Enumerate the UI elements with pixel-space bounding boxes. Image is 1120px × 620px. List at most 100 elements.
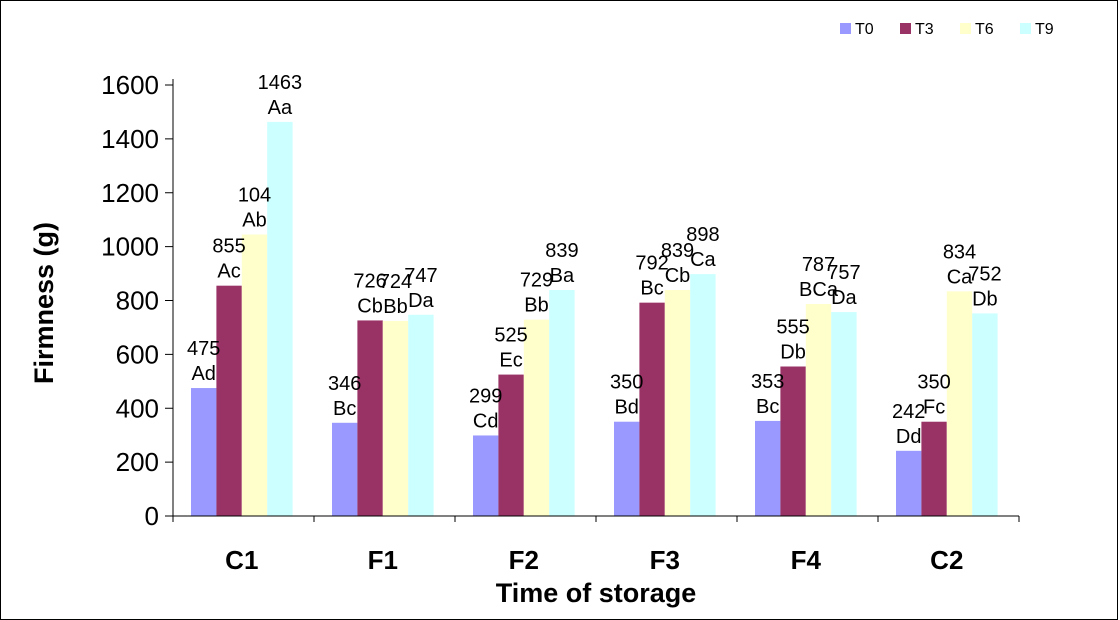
data-label-group: Bb <box>383 296 407 318</box>
bar-t6-c1 <box>241 234 268 517</box>
y-tick-label: 1400 <box>101 124 159 154</box>
x-axis: C1 F1 F2 F3 F4 C2 <box>172 515 1020 575</box>
data-label-group: Da <box>831 287 857 309</box>
data-label-group: Cb <box>665 265 691 287</box>
legend-swatch-t0 <box>840 23 851 34</box>
data-label-value: 475 <box>187 338 220 360</box>
bar-t0-f4 <box>755 420 781 516</box>
legend-label-t6: T6 <box>975 21 994 38</box>
data-label-value: 726 <box>353 270 386 292</box>
data-label-value: 729 <box>520 270 553 292</box>
y-tick-label: 800 <box>116 286 159 316</box>
bar-t9-c1 <box>267 121 293 517</box>
bar-t9-f2 <box>549 289 575 516</box>
x-tick-label-f3: F3 <box>650 545 680 575</box>
data-label-value: 350 <box>610 372 643 394</box>
data-label-value: 747 <box>404 265 437 287</box>
bar-t3-f3 <box>639 302 665 516</box>
bar-t0-f2 <box>473 435 499 516</box>
data-label-group: BCa <box>799 279 839 301</box>
data-labels: 475 Ad 346 Bc 299 Cd 350 Bd 353 Bc 242 Dd 855 Ac 726 Cb… <box>187 72 1002 448</box>
bar-t0-c2 <box>896 450 922 516</box>
data-label-group: Bc <box>756 396 779 418</box>
bar-t6-f2 <box>523 319 550 516</box>
bar-t9-f1 <box>408 314 434 516</box>
bar-t6-c2 <box>946 291 973 516</box>
data-label-value: 898 <box>686 224 719 246</box>
data-label-group: Cd <box>473 410 499 432</box>
bar-t0-c1 <box>191 388 217 516</box>
data-label-group: Db <box>972 288 998 310</box>
legend-swatch-t6 <box>960 23 971 34</box>
data-label-value: 104 <box>238 185 271 207</box>
data-label-group: Fc <box>923 397 945 419</box>
bar-t0-f1 <box>332 422 358 516</box>
data-label-value: 834 <box>943 241 976 263</box>
data-label-group: Ca <box>947 266 973 288</box>
data-label-group: Ba <box>550 265 575 287</box>
bar-t3-f2 <box>498 374 524 516</box>
data-label-value: 555 <box>776 316 809 338</box>
data-label-value: 353 <box>751 371 784 393</box>
bar-t3-c2 <box>921 421 947 516</box>
data-label-group: Da <box>408 290 434 312</box>
data-label-group: Cb <box>357 295 383 317</box>
legend-label-t3: T3 <box>915 21 934 38</box>
data-label-group: Dd <box>896 426 922 448</box>
y-tick-label: 1000 <box>101 232 159 262</box>
x-tick-label-c1: C1 <box>225 545 258 575</box>
data-label-value: 724 <box>379 271 412 293</box>
data-label-value: 299 <box>469 385 502 407</box>
x-tick-label-c2: C2 <box>930 545 963 575</box>
x-axis-title: Time of storage <box>496 578 697 608</box>
data-label-group: Db <box>780 341 806 363</box>
data-label-value: 787 <box>802 254 835 276</box>
bar-t9-c2 <box>972 313 998 516</box>
x-tick-label-f1: F1 <box>368 545 398 575</box>
bar-chart: 0 200 400 600 800 1000 1200 1400 1600 C1 F1 F2 F3 F4… <box>29 21 1054 608</box>
y-axis: 0 200 400 600 800 1000 1200 1400 1600 <box>101 70 174 531</box>
data-label-group: Bc <box>640 278 663 300</box>
data-label-group: Ac <box>217 261 240 283</box>
y-tick-label: 400 <box>116 393 159 423</box>
x-tick-label-f4: F4 <box>791 545 822 575</box>
data-label-value: 792 <box>635 253 668 275</box>
data-label-group: Ab <box>242 210 266 232</box>
data-label-group: Bb <box>524 295 548 317</box>
y-tick-label: 1600 <box>101 70 159 100</box>
bar-t3-f1 <box>357 320 383 516</box>
bar-t6-f1 <box>382 320 409 516</box>
data-label-group: Bc <box>333 398 356 420</box>
data-label-value: 525 <box>494 325 527 347</box>
bar-t6-f3 <box>664 289 691 516</box>
data-label-value: 855 <box>212 236 245 258</box>
legend: T0 T3 T6 T9 <box>840 21 1054 38</box>
y-tick-label: 600 <box>116 339 159 369</box>
data-label-value: 839 <box>545 240 578 262</box>
data-label-value: 839 <box>661 240 694 262</box>
y-tick-label: 200 <box>116 447 159 477</box>
y-axis-title: Firmness (g) <box>29 222 59 384</box>
legend-swatch-t9 <box>1020 23 1031 34</box>
data-label-group: Ec <box>499 350 522 372</box>
legend-label-t9: T9 <box>1035 21 1054 38</box>
y-tick-label: 1200 <box>101 178 159 208</box>
bar-t9-f3 <box>690 274 716 516</box>
data-label-value: 1463 <box>258 72 303 94</box>
legend-label-t0: T0 <box>855 21 874 38</box>
bar-t3-c1 <box>216 285 242 516</box>
data-label-value: 350 <box>917 372 950 394</box>
y-tick-label: 0 <box>145 501 159 531</box>
data-label-value: 242 <box>892 401 925 423</box>
data-label-value: 752 <box>968 263 1001 285</box>
bar-t9-f4 <box>831 312 857 516</box>
plot-bars <box>191 121 998 517</box>
x-tick-label-f2: F2 <box>509 545 539 575</box>
bar-t6-f4 <box>805 304 832 516</box>
bar-t3-f4 <box>780 366 806 516</box>
data-label-value: 346 <box>328 373 361 395</box>
data-label-group: Ad <box>191 363 215 385</box>
data-label-value: 757 <box>827 262 860 284</box>
data-label-group: Aa <box>268 97 293 119</box>
